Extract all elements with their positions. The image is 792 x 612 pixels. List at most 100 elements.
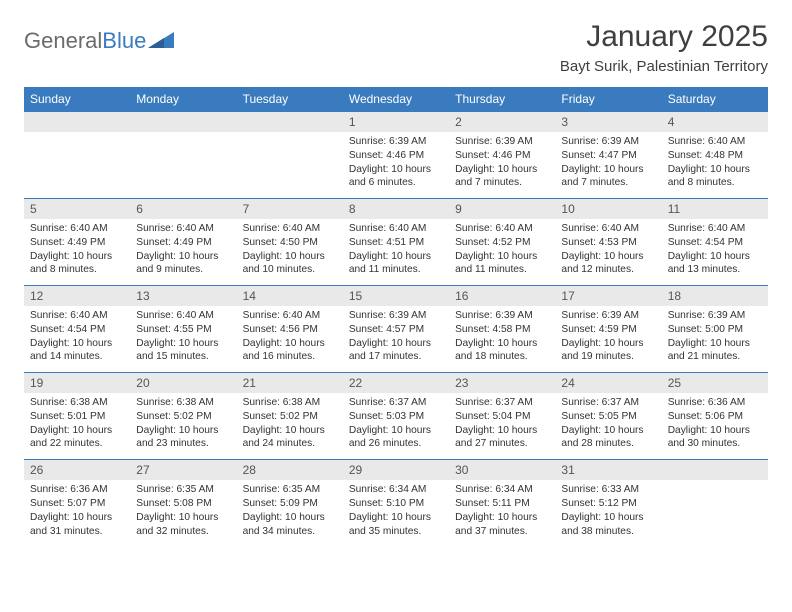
day-line: and 9 minutes. bbox=[136, 263, 230, 277]
day-line: Sunrise: 6:37 AM bbox=[561, 396, 655, 410]
day-line: and 17 minutes. bbox=[349, 350, 443, 364]
day-line: Sunrise: 6:40 AM bbox=[561, 222, 655, 236]
day-body: Sunrise: 6:39 AMSunset: 4:46 PMDaylight:… bbox=[343, 132, 449, 198]
day-line: Daylight: 10 hours bbox=[668, 250, 762, 264]
day-line: and 10 minutes. bbox=[243, 263, 337, 277]
day-line: Daylight: 10 hours bbox=[349, 163, 443, 177]
day-number: 17 bbox=[555, 286, 661, 306]
day-line: Sunrise: 6:36 AM bbox=[668, 396, 762, 410]
day-number: 12 bbox=[24, 286, 130, 306]
calendar-cell: 17Sunrise: 6:39 AMSunset: 4:59 PMDayligh… bbox=[555, 286, 661, 373]
day-body: Sunrise: 6:40 AMSunset: 4:56 PMDaylight:… bbox=[237, 306, 343, 372]
day-body bbox=[237, 132, 343, 190]
day-line: Sunset: 4:46 PM bbox=[349, 149, 443, 163]
day-line: Daylight: 10 hours bbox=[30, 250, 124, 264]
header: GeneralBlue January 2025 Bayt Surik, Pal… bbox=[24, 20, 768, 75]
day-line: Sunrise: 6:34 AM bbox=[349, 483, 443, 497]
day-line: Sunset: 4:55 PM bbox=[136, 323, 230, 337]
day-number: 10 bbox=[555, 199, 661, 219]
day-line: Sunrise: 6:40 AM bbox=[668, 222, 762, 236]
day-body: Sunrise: 6:36 AMSunset: 5:06 PMDaylight:… bbox=[662, 393, 768, 459]
day-body: Sunrise: 6:40 AMSunset: 4:49 PMDaylight:… bbox=[24, 219, 130, 285]
day-line: Sunset: 4:52 PM bbox=[455, 236, 549, 250]
day-number: 25 bbox=[662, 373, 768, 393]
location: Bayt Surik, Palestinian Territory bbox=[560, 58, 768, 75]
calendar-body: 1Sunrise: 6:39 AMSunset: 4:46 PMDaylight… bbox=[24, 112, 768, 547]
calendar-cell: 13Sunrise: 6:40 AMSunset: 4:55 PMDayligh… bbox=[130, 286, 236, 373]
day-number: 29 bbox=[343, 460, 449, 480]
day-number: 30 bbox=[449, 460, 555, 480]
day-body: Sunrise: 6:40 AMSunset: 4:50 PMDaylight:… bbox=[237, 219, 343, 285]
logo: GeneralBlue bbox=[24, 28, 174, 54]
day-line: Sunrise: 6:39 AM bbox=[349, 309, 443, 323]
title-block: January 2025 Bayt Surik, Palestinian Ter… bbox=[560, 20, 768, 75]
weekday-header: Saturday bbox=[662, 87, 768, 112]
day-line: Daylight: 10 hours bbox=[243, 424, 337, 438]
day-line: and 16 minutes. bbox=[243, 350, 337, 364]
day-line: Daylight: 10 hours bbox=[561, 250, 655, 264]
weekday-header: Wednesday bbox=[343, 87, 449, 112]
day-line: Daylight: 10 hours bbox=[136, 511, 230, 525]
day-line: and 8 minutes. bbox=[30, 263, 124, 277]
weekday-header: Monday bbox=[130, 87, 236, 112]
calendar-cell: 6Sunrise: 6:40 AMSunset: 4:49 PMDaylight… bbox=[130, 199, 236, 286]
calendar-cell: 20Sunrise: 6:38 AMSunset: 5:02 PMDayligh… bbox=[130, 373, 236, 460]
day-body: Sunrise: 6:39 AMSunset: 4:59 PMDaylight:… bbox=[555, 306, 661, 372]
calendar-cell: 1Sunrise: 6:39 AMSunset: 4:46 PMDaylight… bbox=[343, 112, 449, 199]
calendar-cell: 8Sunrise: 6:40 AMSunset: 4:51 PMDaylight… bbox=[343, 199, 449, 286]
calendar-cell: 28Sunrise: 6:35 AMSunset: 5:09 PMDayligh… bbox=[237, 460, 343, 547]
day-number: 16 bbox=[449, 286, 555, 306]
day-line: Sunset: 4:58 PM bbox=[455, 323, 549, 337]
day-line: Sunrise: 6:38 AM bbox=[243, 396, 337, 410]
day-line: and 13 minutes. bbox=[668, 263, 762, 277]
calendar-cell: 3Sunrise: 6:39 AMSunset: 4:47 PMDaylight… bbox=[555, 112, 661, 199]
day-line: Daylight: 10 hours bbox=[243, 511, 337, 525]
logo-text-2: Blue bbox=[102, 28, 146, 54]
day-line: Sunrise: 6:39 AM bbox=[561, 309, 655, 323]
day-line: Sunset: 4:49 PM bbox=[30, 236, 124, 250]
calendar-cell: 12Sunrise: 6:40 AMSunset: 4:54 PMDayligh… bbox=[24, 286, 130, 373]
calendar-cell: 25Sunrise: 6:36 AMSunset: 5:06 PMDayligh… bbox=[662, 373, 768, 460]
day-line: Sunrise: 6:40 AM bbox=[455, 222, 549, 236]
day-number: 15 bbox=[343, 286, 449, 306]
day-line: Sunset: 5:11 PM bbox=[455, 497, 549, 511]
day-line: and 11 minutes. bbox=[349, 263, 443, 277]
calendar-cell: 18Sunrise: 6:39 AMSunset: 5:00 PMDayligh… bbox=[662, 286, 768, 373]
day-line: Sunset: 5:07 PM bbox=[30, 497, 124, 511]
day-line: Sunrise: 6:35 AM bbox=[243, 483, 337, 497]
day-line: and 11 minutes. bbox=[455, 263, 549, 277]
day-line: Daylight: 10 hours bbox=[349, 250, 443, 264]
day-number: 8 bbox=[343, 199, 449, 219]
calendar-cell: 10Sunrise: 6:40 AMSunset: 4:53 PMDayligh… bbox=[555, 199, 661, 286]
day-body bbox=[24, 132, 130, 190]
calendar-cell: 15Sunrise: 6:39 AMSunset: 4:57 PMDayligh… bbox=[343, 286, 449, 373]
day-line: Sunrise: 6:38 AM bbox=[136, 396, 230, 410]
day-number bbox=[130, 112, 236, 132]
day-line: and 15 minutes. bbox=[136, 350, 230, 364]
day-line: Sunrise: 6:37 AM bbox=[349, 396, 443, 410]
calendar-page: GeneralBlue January 2025 Bayt Surik, Pal… bbox=[0, 0, 792, 566]
day-body: Sunrise: 6:37 AMSunset: 5:04 PMDaylight:… bbox=[449, 393, 555, 459]
day-line: Sunrise: 6:39 AM bbox=[455, 135, 549, 149]
month-title: January 2025 bbox=[560, 20, 768, 54]
day-number bbox=[662, 460, 768, 480]
calendar-cell: 24Sunrise: 6:37 AMSunset: 5:05 PMDayligh… bbox=[555, 373, 661, 460]
day-line: Sunrise: 6:33 AM bbox=[561, 483, 655, 497]
day-line: Daylight: 10 hours bbox=[455, 424, 549, 438]
day-line: Daylight: 10 hours bbox=[30, 337, 124, 351]
day-body: Sunrise: 6:34 AMSunset: 5:10 PMDaylight:… bbox=[343, 480, 449, 546]
day-line: and 23 minutes. bbox=[136, 437, 230, 451]
day-number: 9 bbox=[449, 199, 555, 219]
day-line: Sunset: 5:05 PM bbox=[561, 410, 655, 424]
day-line: and 28 minutes. bbox=[561, 437, 655, 451]
day-line: Sunrise: 6:39 AM bbox=[455, 309, 549, 323]
calendar-table: Sunday Monday Tuesday Wednesday Thursday… bbox=[24, 87, 768, 546]
day-body: Sunrise: 6:35 AMSunset: 5:08 PMDaylight:… bbox=[130, 480, 236, 546]
day-number: 26 bbox=[24, 460, 130, 480]
calendar-cell: 2Sunrise: 6:39 AMSunset: 4:46 PMDaylight… bbox=[449, 112, 555, 199]
day-number: 18 bbox=[662, 286, 768, 306]
day-body: Sunrise: 6:40 AMSunset: 4:48 PMDaylight:… bbox=[662, 132, 768, 198]
day-body bbox=[662, 480, 768, 538]
day-line: and 6 minutes. bbox=[349, 176, 443, 190]
day-body: Sunrise: 6:38 AMSunset: 5:02 PMDaylight:… bbox=[130, 393, 236, 459]
